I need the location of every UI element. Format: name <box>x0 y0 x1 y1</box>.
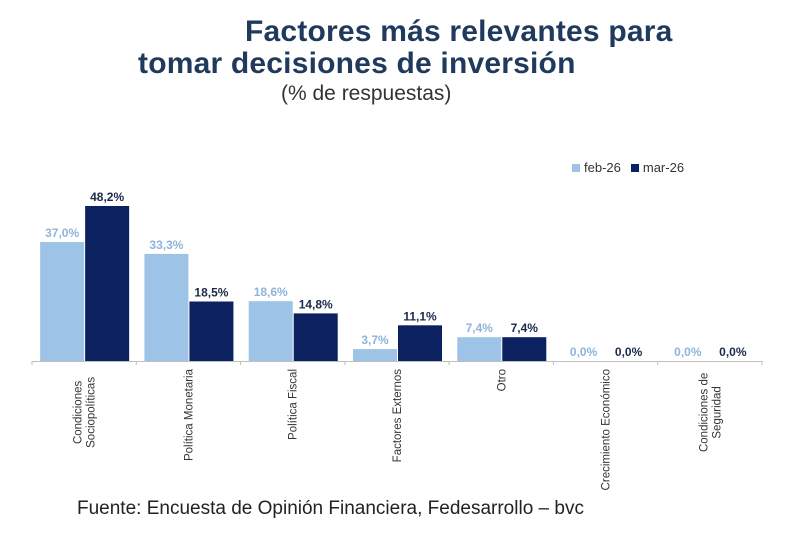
data-label-feb-26-6: 0,0% <box>674 345 702 359</box>
bar-feb-26-0 <box>40 242 85 361</box>
x-tick-label-line: Otro <box>496 369 508 391</box>
x-tick-label-line: Política Fiscal <box>288 369 300 440</box>
x-tick-label-4: Otro <box>496 369 508 391</box>
x-tick-label-2: Política Fiscal <box>288 369 300 440</box>
x-tick-label-1: Política Monetaria <box>183 368 195 461</box>
bar-mar-26-3 <box>398 325 442 361</box>
bar-feb-26-3 <box>353 349 397 361</box>
data-label-feb-26-1: 33,3% <box>149 238 183 252</box>
x-tick-label-line: Factores Externos <box>392 369 404 463</box>
data-label-mar-26-6: 0,0% <box>719 345 747 359</box>
data-label-mar-26-0: 48,2% <box>90 190 124 204</box>
data-label-mar-26-5: 0,0% <box>615 345 643 359</box>
bar-feb-26-1 <box>144 253 189 361</box>
source-note: Fuente: Encuesta de Opinión Financiera, … <box>77 498 584 519</box>
data-label-feb-26-4: 7,4% <box>466 321 494 335</box>
x-tick-label-0: Condiciones Sociopolíticas <box>73 377 98 448</box>
chart-title-line-2: tomar decisiones de inversión <box>138 47 576 80</box>
legend-item-mar: mar-26 <box>630 160 685 175</box>
x-tick-label-line: Sociopolíticas <box>86 377 98 448</box>
x-tick-label-line: Condiciones <box>73 381 85 445</box>
data-label-feb-26-3: 3,7% <box>361 333 389 347</box>
data-label-feb-26-2: 18,6% <box>254 285 288 299</box>
legend-label-mar: mar-26 <box>642 160 685 175</box>
data-label-feb-26-0: 37,0% <box>45 226 79 240</box>
legend-item-feb: feb-26 <box>572 160 621 175</box>
x-tick-label-5: Crecimiento Económico <box>601 369 613 490</box>
legend-swatch-mar <box>630 163 639 172</box>
data-label-mar-26-1: 18,5% <box>194 286 228 300</box>
data-label-mar-26-2: 14,8% <box>299 297 333 311</box>
legend-label-feb: feb-26 <box>584 160 621 175</box>
legend-swatch-feb <box>572 163 580 172</box>
x-tick-label-3: Factores Externos <box>392 369 404 463</box>
legend: feb-26 mar-26 <box>572 160 684 175</box>
x-tick-label-line: Política Monetaria <box>183 368 195 461</box>
bar-mar-26-1 <box>189 301 234 361</box>
bar-mar-26-4 <box>502 337 547 361</box>
bar-feb-26-4 <box>457 337 502 361</box>
bar-feb-26-2 <box>248 301 293 361</box>
x-tick-label-line: Condiciones de <box>698 373 710 452</box>
chart-subtitle: (% de respuestas) <box>281 82 452 105</box>
x-tick-label-line: Seguridad <box>711 386 723 438</box>
x-tick-label-line: Crecimiento Económico <box>601 369 613 490</box>
data-label-feb-26-5: 0,0% <box>570 345 598 359</box>
data-label-mar-26-4: 7,4% <box>511 321 539 335</box>
x-tick-label-6: Condiciones de Seguridad <box>698 373 723 452</box>
chart-title-line-1: Factores más relevantes para <box>245 15 673 48</box>
bar-mar-26-2 <box>293 313 338 361</box>
bar-mar-26-0 <box>85 206 130 361</box>
data-label-mar-26-3: 11,1% <box>403 309 437 323</box>
